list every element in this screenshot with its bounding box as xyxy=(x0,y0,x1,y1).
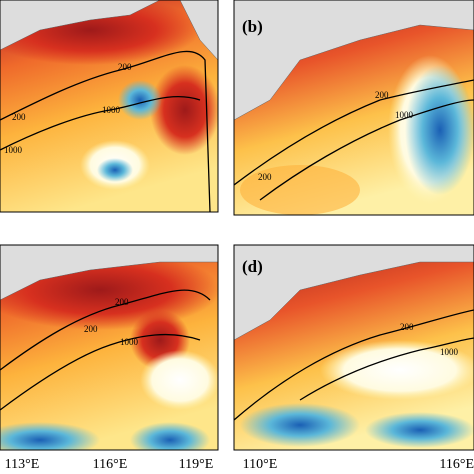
x-tick-label: 116°E xyxy=(439,457,474,472)
panel-c: 200 200 1000 xyxy=(0,245,218,450)
contour-label: 200 xyxy=(118,62,132,72)
contour-label: 200 xyxy=(12,112,26,122)
contour-label: 200 xyxy=(84,324,98,334)
contour-label: 1000 xyxy=(120,337,139,347)
panel-frame xyxy=(0,244,219,451)
x-tick-label: 116°E xyxy=(93,457,128,472)
contour-label: 200 xyxy=(375,90,389,100)
contour-label: 1000 xyxy=(395,110,414,120)
panel-label: (d) xyxy=(242,257,263,276)
panel-frame xyxy=(233,244,474,451)
contour-label: 1000 xyxy=(440,347,459,357)
contour-label: 200 xyxy=(258,172,272,182)
contour-label: 200 xyxy=(400,322,414,332)
panel-a: 200 1000 1000 200 xyxy=(0,0,218,212)
contour-label: 200 xyxy=(115,297,129,307)
contour-label: 1000 xyxy=(102,105,121,115)
x-tick-label: 113°E xyxy=(5,457,40,472)
x-tick-label: 110°E xyxy=(243,457,278,472)
contour-label: 1000 xyxy=(4,145,23,155)
panel-frame xyxy=(0,0,219,213)
panel-frame xyxy=(233,0,474,216)
panel-b: 200 1000 200 (b) xyxy=(234,0,474,215)
panel-label: (b) xyxy=(242,17,263,36)
panel-d: 200 1000 (d) xyxy=(234,245,474,450)
x-tick-label: 119°E xyxy=(179,457,214,472)
